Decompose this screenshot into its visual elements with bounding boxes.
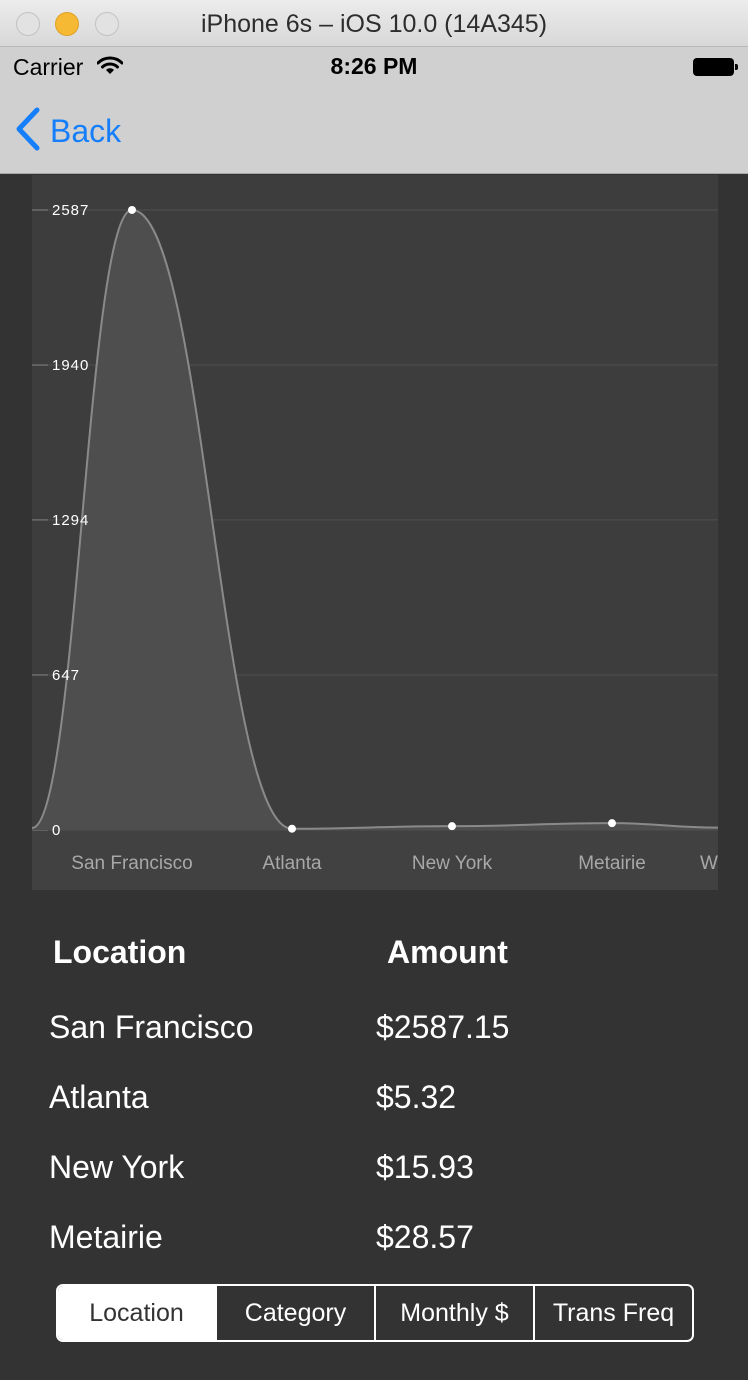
location-amount-chart[interactable]: 0 647 1294 1940 2587 San Francisco Atlanta New … (0, 175, 748, 890)
chart-svg: 0 647 1294 1940 2587 San Francisco Atlanta New … (31, 175, 719, 890)
close-window-button[interactable] (16, 12, 40, 36)
segment-trans-freq[interactable]: Trans Freq (533, 1286, 692, 1340)
x-tick-label: Atlanta (262, 853, 322, 874)
x-tick-label: W (700, 853, 718, 874)
data-point (288, 824, 296, 833)
y-tick-label: 1940 (52, 357, 89, 374)
segment-category[interactable]: Category (215, 1286, 374, 1340)
zoom-window-button[interactable] (95, 12, 119, 36)
y-tick-label: 1294 (52, 512, 89, 529)
y-tick-label: 0 (52, 822, 61, 839)
segment-monthly[interactable]: Monthly $ (374, 1286, 533, 1340)
area-fill (32, 209, 718, 830)
segment-location[interactable]: Location (58, 1286, 215, 1340)
row-location: San Francisco (49, 1009, 254, 1045)
y-tick-label: 647 (52, 667, 80, 684)
wifi-icon (96, 56, 124, 81)
minimize-window-button[interactable] (55, 12, 79, 36)
data-point (608, 819, 616, 828)
x-tick-label: San Francisco (71, 853, 192, 874)
y-tick-label: 2587 (52, 202, 89, 219)
row-location: New York (49, 1149, 185, 1185)
data-point (128, 205, 136, 214)
view-segmented-control[interactable]: Location Category Monthly $ Trans Freq (56, 1284, 694, 1342)
row-amount: $15.93 (376, 1149, 474, 1185)
back-label: Back (50, 112, 122, 149)
battery-icon (693, 58, 738, 76)
window-title: iPhone 6s – iOS 10.0 (14A345) (200, 10, 548, 38)
x-tick-label: New York (412, 853, 493, 874)
row-location: Atlanta (49, 1079, 149, 1115)
status-bar: Carrier 8:26 PM (0, 47, 748, 87)
amount-column-header: Amount (387, 934, 508, 970)
x-tick-label: Metairie (578, 853, 646, 874)
data-point (448, 822, 456, 831)
row-amount: $28.57 (376, 1219, 474, 1255)
location-column-header: Location (53, 934, 187, 970)
row-amount: $2587.15 (376, 1009, 510, 1045)
status-time: 8:26 PM (330, 53, 418, 79)
navigation-bar: Back (0, 87, 748, 174)
row-location: Metairie (49, 1219, 163, 1255)
chevron-left-icon (14, 107, 40, 156)
carrier-label: Carrier (13, 54, 84, 80)
area-line (31, 208, 719, 830)
row-amount: $5.32 (376, 1079, 457, 1115)
simulator-title-bar: iPhone 6s – iOS 10.0 (14A345) (0, 0, 748, 47)
back-button[interactable]: Back (14, 107, 122, 156)
x-axis-band (32, 829, 718, 890)
